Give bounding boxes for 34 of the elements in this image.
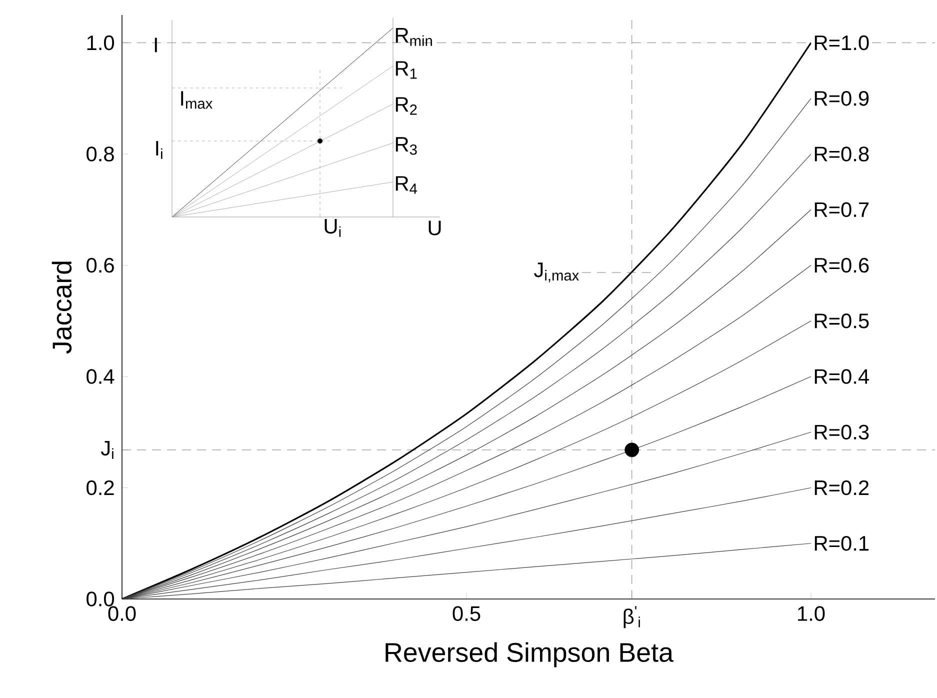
y-tick-label: 0.6 bbox=[86, 258, 114, 273]
annotation: R$_{1}$ bbox=[396, 61, 417, 79]
annotation: U bbox=[428, 220, 441, 236]
y-tick-label: 0.4 bbox=[86, 369, 114, 384]
series-label: R=0.8 bbox=[814, 146, 869, 162]
series-label: R=0.1 bbox=[814, 536, 869, 551]
y-tick-label: 1.0 bbox=[87, 35, 114, 50]
y-axis-title: Jaccard bbox=[52, 262, 72, 354]
annotation: R$_{3}$ bbox=[396, 137, 417, 155]
annotation: J$_{i,max}$ bbox=[534, 262, 579, 282]
annotation: I$_{max}$ bbox=[181, 91, 213, 109]
series-label: R=0.4 bbox=[814, 369, 869, 384]
annotation: I bbox=[154, 38, 157, 52]
y-tick-label: 0.8 bbox=[86, 146, 114, 162]
series-label: R=0.7 bbox=[814, 202, 869, 218]
annotation: R$_{4}$ bbox=[396, 176, 418, 194]
series-label: R=0.3 bbox=[814, 424, 869, 440]
series-label: R=0.5 bbox=[814, 313, 869, 328]
y-tick-label: 0.0 bbox=[86, 592, 114, 606]
series-label: R=0.2 bbox=[814, 480, 869, 496]
series-label: R=0.6 bbox=[814, 258, 869, 273]
x-tick-label: 1.0 bbox=[798, 606, 825, 621]
x-tick-label: 0.5 bbox=[452, 606, 480, 621]
x-tick-label: 0.0 bbox=[108, 606, 136, 621]
series-label: R=1.0 bbox=[814, 35, 869, 50]
x-tick-label: β$^{'}$i bbox=[624, 606, 640, 628]
annotation: U$_{i}$ bbox=[324, 219, 341, 237]
annotation: R$_{min}$ bbox=[396, 28, 432, 46]
x-axis-title: Reversed Simpson Beta bbox=[386, 642, 674, 668]
y-tick-label: 0.2 bbox=[86, 480, 114, 496]
y-tick-label: J$_{i}$ bbox=[100, 440, 114, 459]
series-label: R=0.9 bbox=[814, 91, 869, 106]
annotation: I$_{i}$ bbox=[156, 141, 162, 159]
annotation: R$_{2}$ bbox=[396, 97, 417, 115]
